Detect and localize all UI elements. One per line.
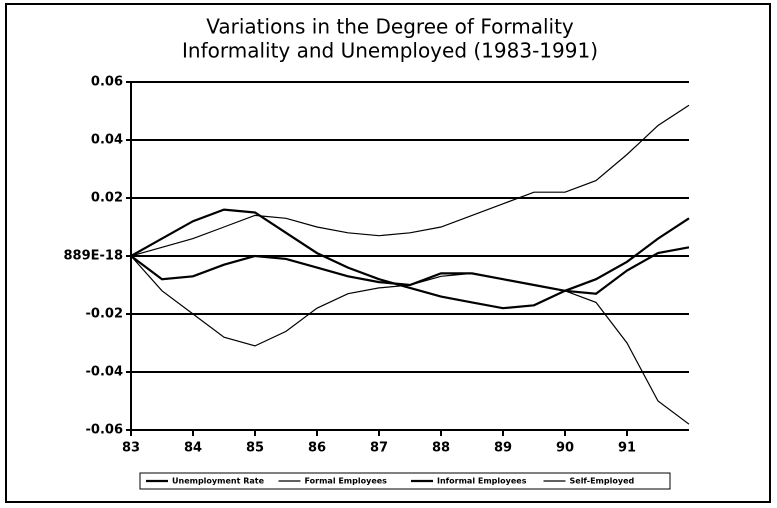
x-tick-label: 91	[618, 441, 636, 456]
chart-title: Variations in the Degree of Formality	[206, 15, 574, 39]
x-tick-label: 86	[308, 441, 326, 456]
x-tick-label: 83	[122, 441, 140, 456]
legend-label: Unemployment Rate	[172, 477, 265, 486]
series-line	[130, 104, 690, 257]
y-tick-label: 0.04	[91, 133, 123, 148]
series-line	[130, 246, 690, 295]
y-tick-label: 0.06	[91, 75, 123, 90]
chart-subtitle: Informality and Unemployed (1983-1991)	[182, 39, 598, 63]
x-tick-label: 84	[184, 441, 202, 456]
y-tick-label: -0.06	[86, 423, 123, 438]
y-tick-label: 0.02	[91, 191, 123, 206]
x-tick-label: 87	[370, 441, 388, 456]
y-tick-label: 889E-18	[63, 249, 123, 264]
series-line	[130, 208, 690, 310]
legend-box	[139, 472, 671, 490]
chart-frame	[5, 3, 771, 503]
legend-label: Formal Employees	[305, 477, 388, 486]
legend-label: Informal Employees	[437, 477, 527, 486]
y-tick-label: -0.02	[86, 307, 123, 322]
y-tick-label: -0.04	[86, 365, 123, 380]
series-line	[130, 255, 690, 425]
x-tick-label: 88	[432, 441, 450, 456]
x-tick-label: 89	[494, 441, 512, 456]
legend-label: Self-Employed	[570, 477, 635, 486]
x-tick-label: 90	[556, 441, 574, 456]
x-tick-label: 85	[246, 441, 264, 456]
